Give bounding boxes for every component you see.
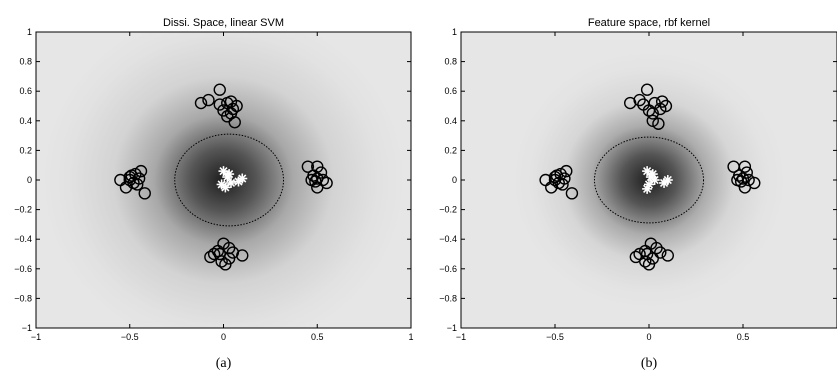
x-tick-label: 1	[408, 332, 413, 342]
data-point-circle	[316, 173, 330, 187]
panel-caption: (a)	[216, 356, 232, 371]
x-tick-label: −0.5	[121, 332, 139, 342]
data-point-asterisk	[659, 177, 670, 188]
x-tick-label: −0.5	[546, 332, 564, 342]
data-point-asterisk	[226, 177, 236, 188]
data-point-circle	[736, 172, 750, 185]
x-tick-label: 0	[646, 332, 651, 342]
data-point-circle	[301, 160, 315, 173]
y-tick-label: 1	[452, 27, 457, 37]
x-tick-label: −1	[456, 332, 466, 342]
data-point-circle	[646, 107, 659, 120]
data-point-circle	[309, 175, 322, 188]
data-point-circle	[219, 258, 232, 271]
data-point-asterisk	[233, 176, 244, 187]
data-point-circle	[123, 173, 136, 187]
y-tick-label: −1	[22, 323, 32, 333]
data-point-circle	[637, 98, 650, 111]
y-tick-label: 0.6	[444, 86, 457, 96]
y-tick-label: −0.4	[14, 234, 32, 244]
data-point-circle	[565, 187, 579, 200]
data-point-circle	[742, 173, 755, 187]
y-tick-label: 0.2	[444, 145, 457, 155]
decision-boundary	[593, 136, 705, 224]
data-point-circle	[642, 258, 656, 271]
y-tick-label: 0.4	[19, 116, 32, 126]
y-tick-label: 0.8	[444, 57, 457, 67]
y-tick-label: 0.4	[444, 116, 457, 126]
data-point-circle	[734, 175, 748, 188]
y-tick-label: 0.2	[19, 145, 32, 155]
y-tick-label: 1	[27, 27, 32, 37]
data-point-circle	[236, 249, 249, 262]
y-tick-label: 0	[27, 175, 32, 185]
data-point-asterisk	[220, 182, 231, 193]
data-point-circle	[132, 172, 146, 185]
x-tick-label: 0.5	[311, 332, 324, 342]
y-tick-label: −0.6	[14, 264, 32, 274]
data-point-circle	[652, 117, 665, 130]
panel-caption: (b)	[641, 356, 658, 371]
data-point-circle	[138, 187, 151, 200]
y-tick-label: −0.8	[14, 293, 32, 303]
data-point-asterisk	[224, 169, 235, 180]
y-tick-label: 0	[452, 175, 457, 185]
data-point-circle	[633, 93, 646, 107]
data-point-circle	[194, 96, 208, 110]
chart-title: Feature space, rbf kernel	[588, 17, 710, 29]
data-point-circle	[213, 98, 226, 111]
y-tick-label: −0.6	[439, 264, 457, 274]
data-point-circle	[633, 247, 646, 261]
data-point-circle	[228, 116, 241, 129]
data-point-circle	[224, 95, 238, 108]
x-tick-label: 0	[221, 332, 226, 342]
y-tick-label: −0.2	[14, 205, 32, 215]
data-point-asterisk	[647, 169, 658, 180]
y-tick-label: 0.6	[19, 86, 32, 96]
data-point-circle	[640, 83, 654, 96]
y-tick-label: −1	[447, 323, 457, 333]
data-point-circle	[215, 255, 228, 268]
data-point-circle	[207, 247, 221, 261]
data-point-circle	[659, 99, 673, 113]
data-point-circle	[213, 83, 226, 96]
data-point-circle	[654, 246, 667, 259]
data-point-circle	[204, 250, 217, 264]
chart-title: Dissi. Space, linear SVM	[163, 17, 284, 29]
decision-boundary	[174, 133, 284, 227]
data-point-circle	[548, 173, 562, 187]
data-point-circle	[558, 172, 571, 185]
data-point-asterisk	[642, 183, 653, 194]
y-tick-label: −0.2	[439, 205, 457, 215]
x-tick-label: 0.5	[737, 332, 750, 342]
y-tick-label: −0.8	[439, 293, 457, 303]
x-tick-label: −1	[31, 332, 41, 342]
data-point-circle	[738, 160, 752, 173]
data-point-circle	[655, 95, 669, 108]
y-tick-label: 0.8	[19, 57, 32, 67]
y-tick-label: −0.4	[439, 234, 457, 244]
data-point-circle	[202, 93, 215, 107]
data-point-circle	[661, 249, 674, 262]
